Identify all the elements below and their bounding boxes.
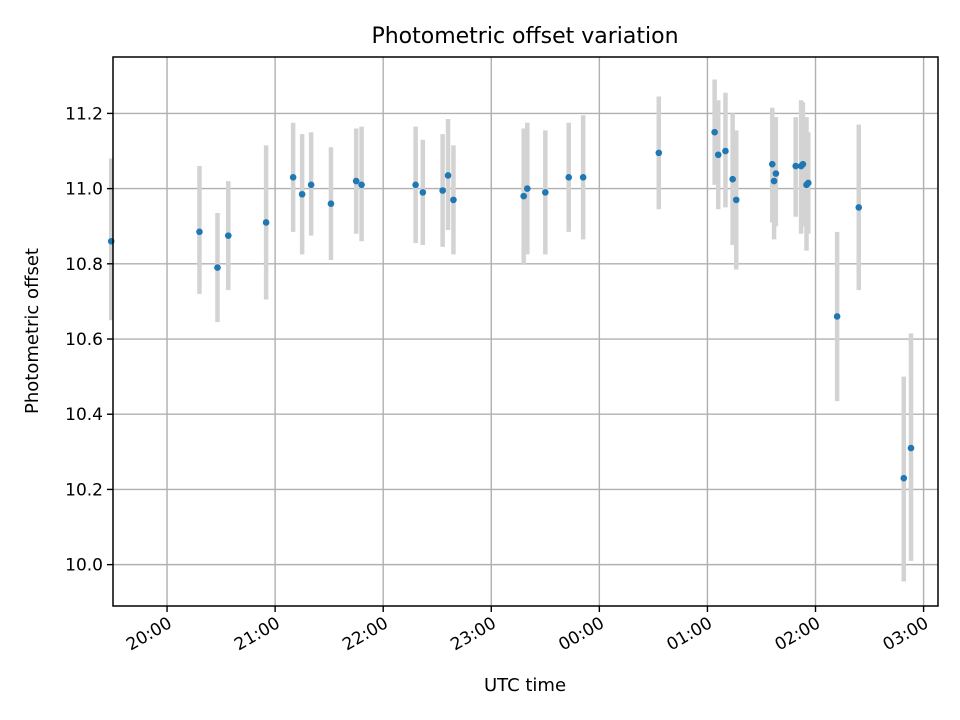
data-point xyxy=(224,232,232,239)
data-point xyxy=(327,200,335,207)
y-axis-ticks: 10.0 10.2 10.4 10.6 10.8 11.0 11.2 xyxy=(65,104,113,576)
data-point xyxy=(542,189,549,196)
data-point xyxy=(711,128,718,136)
data-point xyxy=(799,160,807,168)
data-point xyxy=(412,181,419,189)
point-layer xyxy=(107,128,915,482)
data-point xyxy=(524,185,531,192)
y-tick-label: 10.8 xyxy=(65,255,103,275)
data-point xyxy=(307,181,315,189)
data-point xyxy=(714,151,722,159)
data-point xyxy=(289,174,297,181)
y-tick-label: 10.2 xyxy=(65,480,103,500)
data-point xyxy=(298,190,306,198)
data-point xyxy=(805,179,812,187)
data-point xyxy=(792,162,799,170)
data-point xyxy=(770,177,778,185)
data-point xyxy=(196,228,203,236)
data-point xyxy=(579,174,587,181)
plot-frame xyxy=(112,56,939,607)
data-point xyxy=(439,187,446,194)
data-point xyxy=(565,174,573,181)
y-tick-label: 11.0 xyxy=(65,180,103,200)
data-point xyxy=(450,196,457,204)
data-point xyxy=(772,170,780,177)
x-axis-label: UTC time xyxy=(484,675,566,696)
data-point xyxy=(358,181,365,189)
data-point xyxy=(352,177,360,185)
data-point xyxy=(732,196,740,204)
y-tick-label: 10.0 xyxy=(65,556,103,576)
data-point xyxy=(768,160,776,168)
data-point xyxy=(729,175,736,183)
data-point xyxy=(262,219,270,226)
y-tick-label: 10.4 xyxy=(65,405,103,425)
y-tick-label: 10.6 xyxy=(65,330,103,350)
data-point xyxy=(214,264,221,271)
chart-title: Photometric offset variation xyxy=(371,24,678,49)
data-point xyxy=(907,444,915,452)
data-point xyxy=(655,149,663,157)
data-point xyxy=(444,172,452,179)
data-point xyxy=(855,204,863,211)
data-point xyxy=(520,192,527,200)
data-point xyxy=(419,189,427,196)
y-axis-label: Photometric offset xyxy=(22,248,43,414)
data-point xyxy=(900,474,908,482)
data-point xyxy=(833,313,841,320)
data-point xyxy=(722,147,729,155)
y-tick-label: 11.2 xyxy=(65,104,103,124)
